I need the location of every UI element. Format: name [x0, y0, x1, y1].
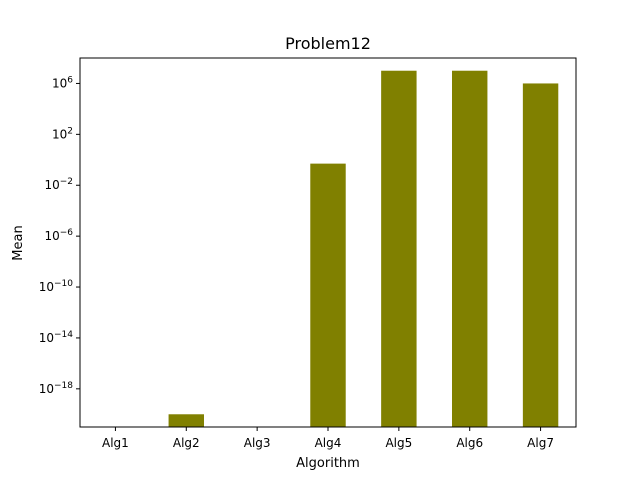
y-tick-label: 10−18 — [39, 381, 74, 396]
bar-alg5 — [381, 70, 417, 428]
bar-alg7 — [522, 83, 559, 427]
chart-title: Problem12 — [285, 34, 371, 53]
x-tick-label: Alg5 — [385, 436, 412, 450]
x-tick-label: Alg6 — [456, 436, 483, 450]
bars-group — [168, 70, 559, 428]
y-ticks-group: 10−18 10−14 10−10 10−6 10−2 102 106 — [39, 75, 80, 396]
y-tick-label: 106 — [52, 75, 73, 90]
x-ticks-group: Alg1 Alg2 Alg3 Alg4 Alg5 Alg6 Alg7 — [102, 427, 554, 450]
x-tick-label: Alg4 — [315, 436, 342, 450]
bar-alg2 — [168, 414, 204, 427]
y-tick-label: 10−2 — [44, 177, 73, 192]
x-axis-label: Algorithm — [296, 456, 360, 471]
y-tick-label: 10−14 — [39, 330, 74, 345]
x-tick-label: Alg1 — [102, 436, 129, 450]
y-tick-label: 10−6 — [44, 228, 73, 243]
x-tick-label: Alg7 — [527, 436, 554, 450]
bar-alg4 — [310, 163, 346, 427]
bar-alg6 — [452, 70, 488, 428]
y-tick-label: 102 — [52, 126, 73, 141]
y-axis-label: Mean — [11, 225, 26, 260]
y-tick-label: 10−10 — [39, 279, 74, 294]
x-tick-label: Alg3 — [244, 436, 271, 450]
x-tick-label: Alg2 — [173, 436, 200, 450]
